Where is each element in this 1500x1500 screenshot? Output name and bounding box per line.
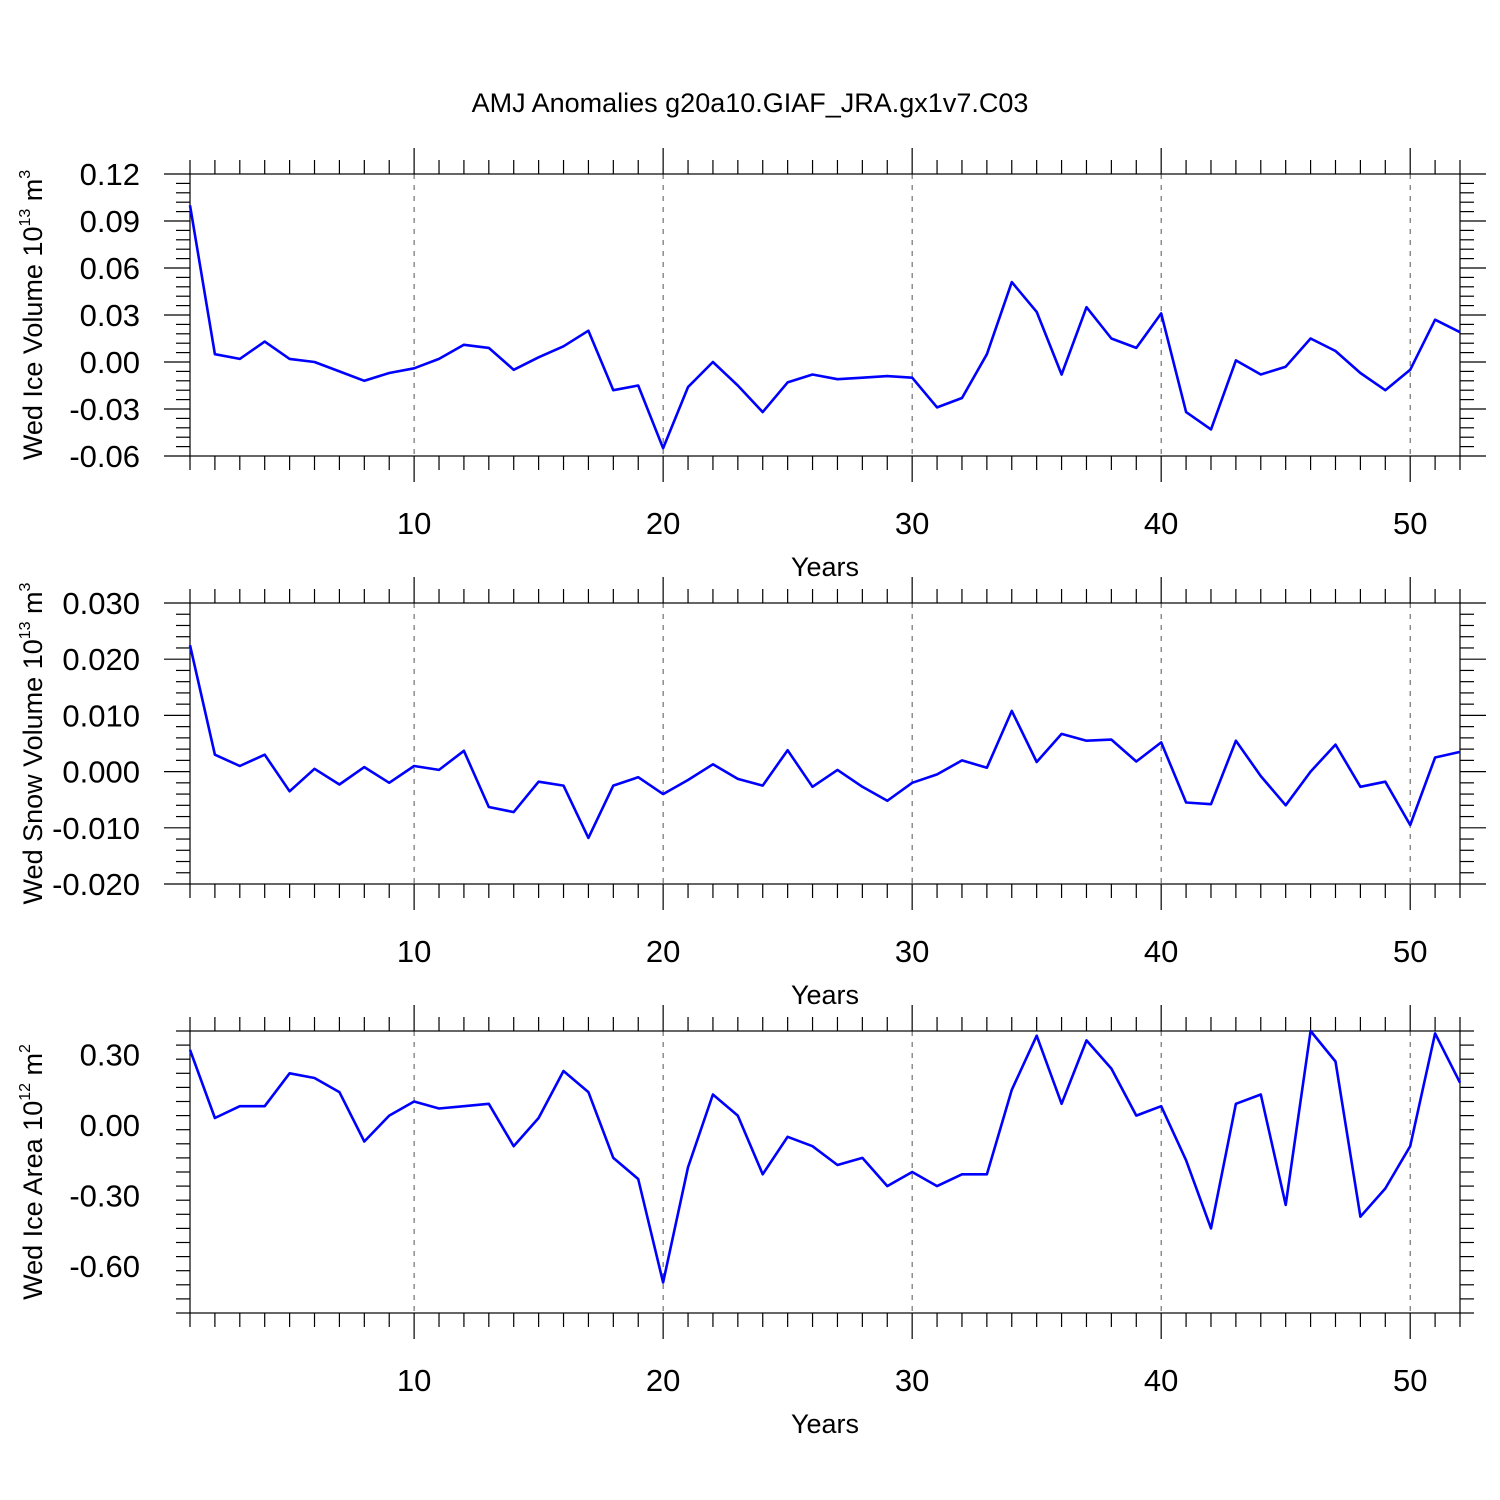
x-tick-label: 40	[1144, 506, 1178, 541]
y-axis-label: Wed Ice Volume 1013 m3	[17, 170, 48, 460]
x-axis-label: Years	[791, 1409, 859, 1439]
x-tick-label: 20	[646, 1363, 680, 1398]
panel-ice-area: 10 20 30 40 50 -0.60 -0.30 0.00 0.30 Wed Ice Are…	[17, 1005, 1474, 1439]
y-tick-label: -0.60	[69, 1249, 140, 1284]
y-tick-label: 0.030	[62, 586, 140, 621]
x-tick-label: 30	[895, 934, 929, 969]
plot-frame	[189, 602, 1461, 885]
y-axis-label-main: Wed Snow Volume 10	[18, 639, 48, 904]
y-axis-label-exponent: 13	[17, 209, 34, 227]
x-tick-label: 50	[1393, 1363, 1427, 1398]
y-tick-label: 0.000	[62, 755, 140, 790]
x-tick-label: 10	[397, 506, 431, 541]
x-tick-label: 30	[895, 1363, 929, 1398]
x-tick-label: 50	[1393, 934, 1427, 969]
x-tick-label: 10	[397, 1363, 431, 1398]
y-axis-label: Wed Snow Volume 1013 m3	[17, 582, 48, 904]
y-axis-label-unit-exponent: 2	[17, 1044, 34, 1053]
y-tick-label: 0.00	[80, 1108, 140, 1143]
plot-frame	[189, 173, 1461, 457]
y-axis-label-unit: m	[18, 591, 48, 621]
y-tick-label: 0.020	[62, 642, 140, 677]
x-tick-label: 10	[397, 934, 431, 969]
y-axis-label-unit-exponent: 3	[17, 170, 34, 179]
y-axis-label-exponent: 12	[17, 1083, 34, 1101]
y-axis-label-unit: m	[18, 179, 48, 209]
x-tick-label: 20	[646, 934, 680, 969]
y-tick-label: 0.00	[80, 345, 140, 380]
x-tick-label: 20	[646, 506, 680, 541]
y-tick-label: -0.03	[69, 392, 140, 427]
y-axis-label-main: Wed Ice Area 10	[18, 1101, 48, 1300]
y-tick-label: -0.020	[52, 867, 140, 902]
y-tick-label: 0.09	[80, 204, 140, 239]
y-axis-label-exponent: 13	[17, 621, 34, 639]
y-axis-label-unit-exponent: 3	[17, 582, 34, 591]
x-axis-label: Years	[791, 980, 859, 1010]
series-line-snow-volume	[188, 644, 1461, 840]
y-tick-label: 0.010	[62, 698, 140, 733]
y-axis-label-main: Wed Ice Volume 10	[18, 227, 48, 461]
y-tick-label: 0.30	[80, 1038, 140, 1073]
panel-snow-volume: 10 20 30 40 50 -0.020 -0.010 0.000 0.010 0.020 0.0…	[17, 577, 1486, 1010]
x-tick-label: 40	[1144, 1363, 1178, 1398]
y-tick-label: -0.30	[69, 1179, 140, 1214]
y-axis-label-unit: m	[18, 1053, 48, 1083]
x-tick-label: 40	[1144, 934, 1178, 969]
y-tick-label: -0.06	[69, 439, 140, 474]
panel-ice-volume: 10 20 30 40 50 -0.06 -0.03 0.00 0.03 0.06 0.09 0.12…	[17, 148, 1486, 582]
y-tick-label: 0.12	[80, 157, 140, 192]
series-line-ice-volume	[188, 205, 1461, 450]
y-tick-label: 0.03	[80, 298, 140, 333]
x-axis-label: Years	[791, 552, 859, 582]
main-title: AMJ Anomalies g20a10.GIAF_JRA.gx1v7.C03	[472, 88, 1029, 118]
y-tick-label: -0.010	[52, 811, 140, 846]
y-axis-label: Wed Ice Area 1012 m2	[17, 1044, 48, 1300]
plot-frame	[189, 1030, 1461, 1314]
y-tick-label: 0.06	[80, 251, 140, 286]
x-tick-label: 50	[1393, 506, 1427, 541]
series-line-ice-area	[188, 1029, 1462, 1284]
x-tick-label: 30	[895, 506, 929, 541]
